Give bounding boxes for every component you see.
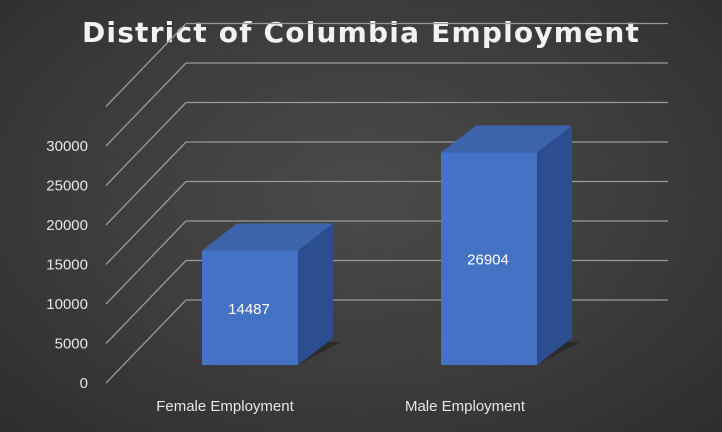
category-label-1: Male Employment (405, 398, 526, 415)
y-tick-label-5: 25000 (46, 178, 88, 195)
y-tick-label-2: 10000 (46, 296, 88, 313)
gridline-side-1 (105, 260, 187, 344)
bar-side-1 (537, 125, 572, 365)
y-tick-label-1: 5000 (55, 336, 88, 353)
gridline-side-2 (105, 220, 187, 305)
gridline-side-5 (105, 102, 187, 186)
y-tick-label-3: 15000 (46, 257, 88, 274)
bar-top-0 (202, 223, 333, 251)
bar-1 (441, 152, 537, 365)
y-tick-label-6: 30000 (46, 138, 88, 155)
data-label-0: 14487 (228, 301, 270, 318)
data-label-1: 26904 (467, 252, 509, 269)
gridline-side-6 (105, 62, 187, 147)
gridline-side-7 (105, 23, 187, 107)
gridline-side-4 (105, 141, 187, 226)
bar-top-1 (441, 125, 572, 153)
gridline-side-0 (105, 299, 187, 384)
bar-side-0 (298, 223, 333, 365)
category-label-0: Female Employment (156, 398, 294, 415)
y-tick-label-4: 20000 (46, 217, 88, 234)
y-tick-label-0: 0 (80, 375, 88, 392)
bar-0 (202, 250, 298, 365)
gridline-side-3 (105, 181, 187, 265)
chart-title: District of Columbia Employment (81, 16, 641, 49)
